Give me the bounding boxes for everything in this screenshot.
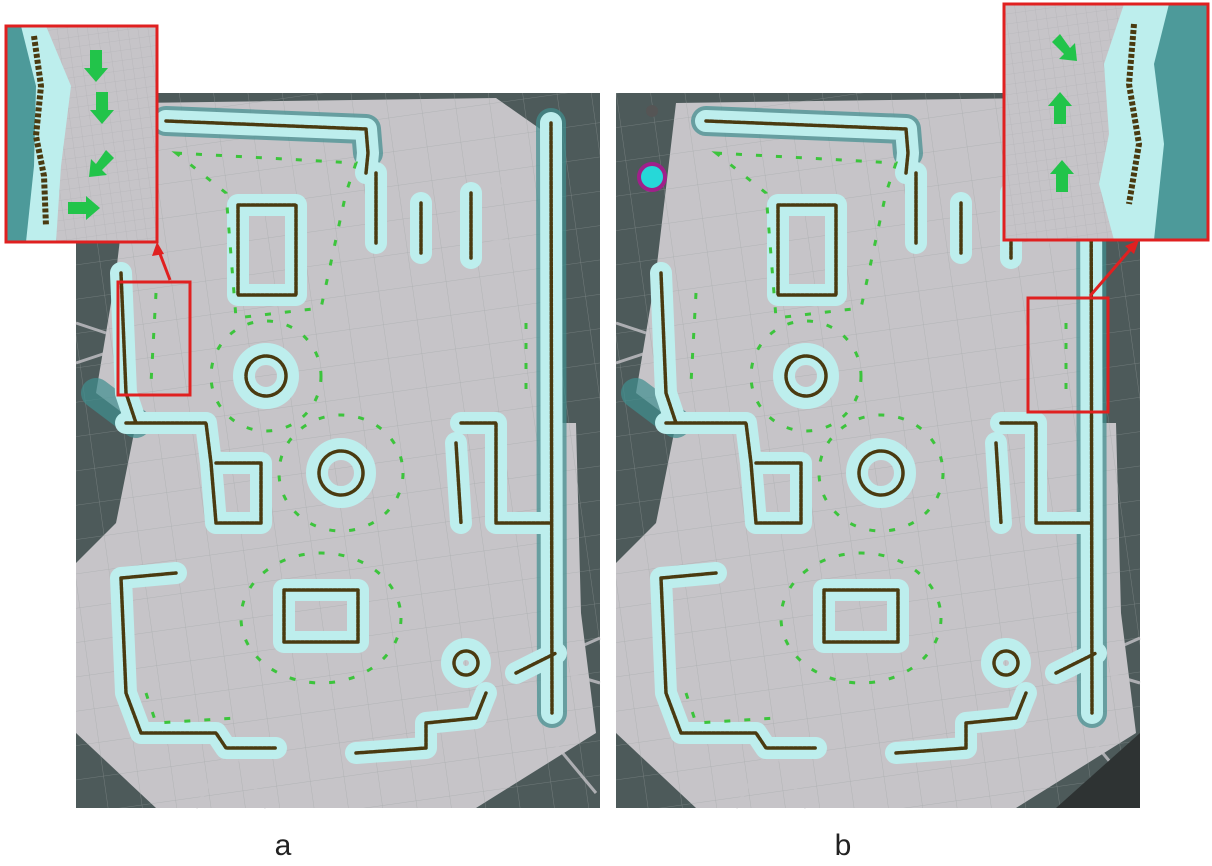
zoom-inset: [1004, 4, 1208, 240]
figure: a b: [0, 0, 1212, 866]
robot: [639, 164, 665, 190]
marker: [646, 105, 658, 117]
zoom-inset: [6, 26, 157, 242]
panel-label: b: [835, 829, 852, 862]
panel-label: a: [275, 829, 292, 862]
